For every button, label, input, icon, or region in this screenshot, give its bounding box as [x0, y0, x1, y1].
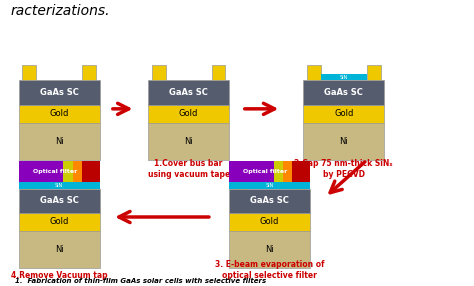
Bar: [59, 161, 73, 182]
Bar: [229, 188, 310, 213]
Text: 4.Remove Vacuum tap: 4.Remove Vacuum tap: [11, 271, 107, 280]
Bar: [283, 161, 297, 182]
Text: SiN: SiN: [339, 75, 348, 80]
Bar: [73, 161, 86, 182]
Bar: [321, 74, 366, 80]
Text: SiN: SiN: [55, 183, 63, 188]
Bar: [243, 161, 256, 182]
Bar: [229, 161, 243, 182]
Bar: [233, 173, 247, 188]
Bar: [148, 80, 229, 105]
Bar: [82, 173, 96, 188]
Bar: [229, 182, 310, 188]
Bar: [82, 65, 96, 80]
Bar: [18, 182, 100, 188]
Text: 2.Cap 75 nm-thick SiNₓ
by PECVD: 2.Cap 75 nm-thick SiNₓ by PECVD: [294, 159, 393, 178]
Bar: [229, 161, 273, 182]
Bar: [148, 105, 229, 123]
Bar: [366, 65, 381, 80]
Text: Gold: Gold: [49, 109, 69, 118]
Bar: [18, 105, 100, 123]
Bar: [18, 123, 100, 160]
Text: Gold: Gold: [334, 109, 354, 118]
Bar: [292, 161, 310, 182]
Text: Optical filter: Optical filter: [33, 169, 77, 174]
Bar: [303, 123, 384, 160]
Bar: [18, 231, 100, 268]
Bar: [18, 188, 100, 213]
Text: Optical filter: Optical filter: [244, 169, 288, 174]
Bar: [303, 80, 384, 105]
Bar: [18, 161, 32, 182]
Text: GaAs SC: GaAs SC: [324, 88, 363, 97]
Text: Ni: Ni: [55, 245, 64, 254]
Text: SiN: SiN: [265, 183, 274, 188]
Bar: [82, 161, 100, 182]
Text: GaAs SC: GaAs SC: [169, 88, 208, 97]
Text: 1.Cover bus bar
using vacuum tape: 1.Cover bus bar using vacuum tape: [147, 159, 230, 178]
Bar: [292, 173, 306, 188]
Bar: [18, 80, 100, 105]
Text: GaAs SC: GaAs SC: [250, 196, 289, 205]
Bar: [297, 161, 310, 182]
Bar: [256, 161, 270, 182]
Text: Ni: Ni: [55, 137, 64, 146]
Text: 3. E-beam evaporation of
optical selective filter: 3. E-beam evaporation of optical selecti…: [215, 260, 324, 280]
Text: GaAs SC: GaAs SC: [40, 196, 79, 205]
Text: Ni: Ni: [184, 137, 193, 146]
Text: racterizations.: racterizations.: [10, 3, 110, 17]
Text: GaAs SC: GaAs SC: [40, 88, 79, 97]
Bar: [32, 161, 46, 182]
Bar: [229, 231, 310, 268]
Bar: [46, 161, 59, 182]
Bar: [270, 161, 283, 182]
Bar: [18, 213, 100, 231]
Bar: [211, 65, 226, 80]
Text: Gold: Gold: [49, 217, 69, 227]
Bar: [229, 213, 310, 231]
Bar: [307, 65, 321, 80]
Text: Gold: Gold: [179, 109, 198, 118]
Text: Ni: Ni: [265, 245, 274, 254]
Bar: [303, 105, 384, 123]
Bar: [18, 161, 63, 182]
Bar: [86, 161, 100, 182]
Bar: [152, 65, 166, 80]
Bar: [22, 173, 36, 188]
Text: Ni: Ni: [339, 137, 348, 146]
Bar: [22, 65, 36, 80]
Text: 1.  Fabrication of thin-film GaAs solar cells with selective filters: 1. Fabrication of thin-film GaAs solar c…: [15, 278, 266, 284]
Text: Gold: Gold: [260, 217, 279, 227]
Bar: [148, 123, 229, 160]
